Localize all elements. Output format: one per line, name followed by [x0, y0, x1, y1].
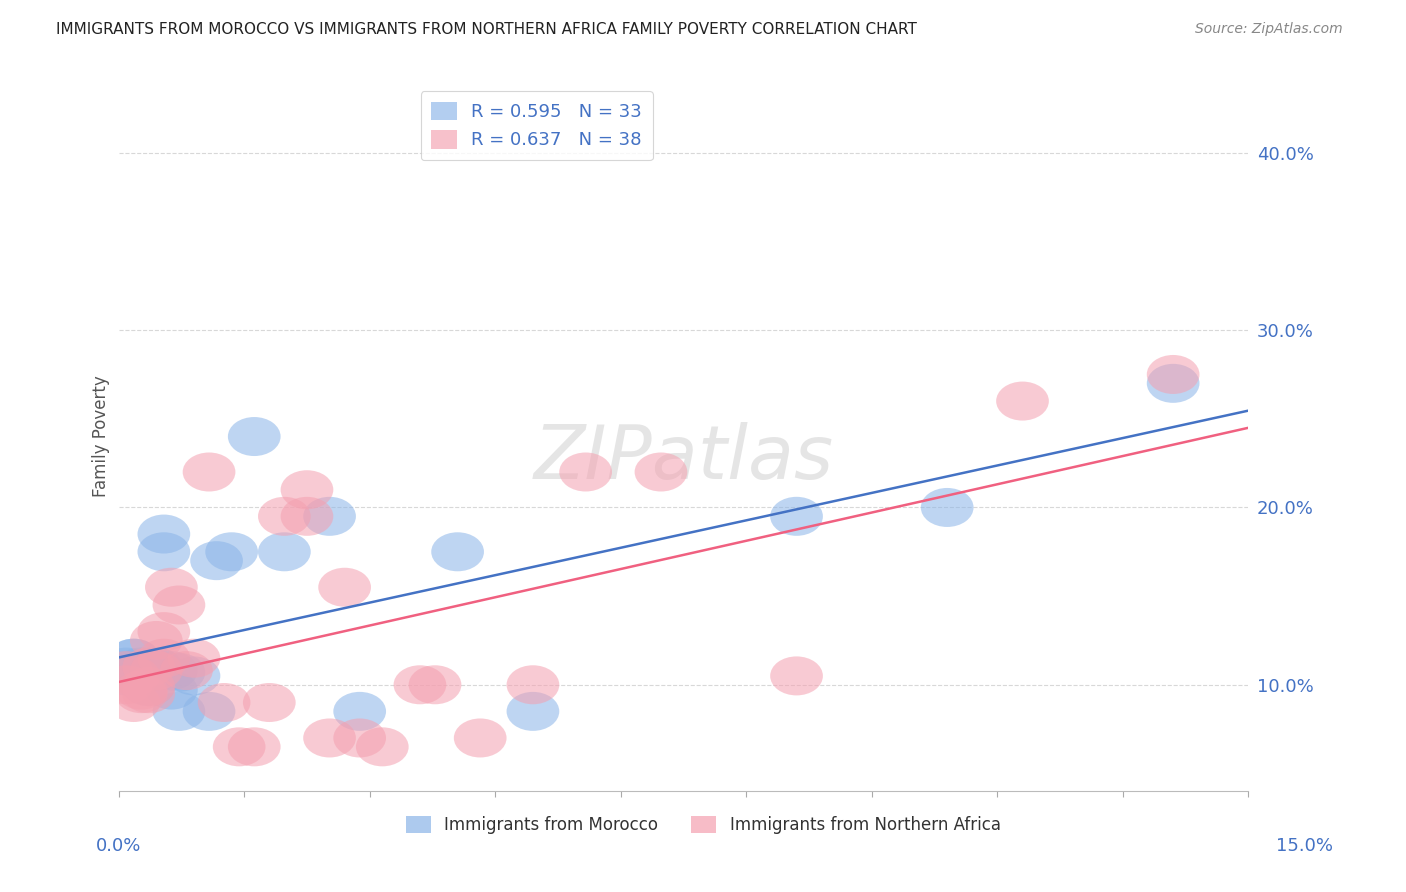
Ellipse shape	[100, 657, 153, 696]
Ellipse shape	[506, 665, 560, 705]
Ellipse shape	[153, 585, 205, 624]
Ellipse shape	[212, 727, 266, 766]
Ellipse shape	[432, 533, 484, 571]
Ellipse shape	[115, 671, 167, 710]
Ellipse shape	[281, 497, 333, 536]
Ellipse shape	[122, 667, 176, 706]
Ellipse shape	[107, 651, 160, 690]
Ellipse shape	[356, 727, 409, 766]
Ellipse shape	[107, 683, 160, 722]
Ellipse shape	[160, 651, 212, 690]
Ellipse shape	[115, 651, 167, 690]
Ellipse shape	[183, 692, 235, 731]
Ellipse shape	[122, 651, 176, 690]
Ellipse shape	[259, 533, 311, 571]
Ellipse shape	[100, 665, 153, 705]
Ellipse shape	[259, 497, 311, 536]
Ellipse shape	[394, 665, 446, 705]
Ellipse shape	[281, 470, 333, 509]
Ellipse shape	[454, 718, 506, 757]
Ellipse shape	[243, 683, 295, 722]
Ellipse shape	[153, 653, 205, 692]
Ellipse shape	[995, 382, 1049, 420]
Ellipse shape	[167, 639, 221, 678]
Text: 15.0%: 15.0%	[1275, 837, 1333, 855]
Ellipse shape	[100, 651, 153, 690]
Ellipse shape	[129, 621, 183, 660]
Ellipse shape	[333, 692, 387, 731]
Legend: R = 0.595   N = 33, R = 0.637   N = 38: R = 0.595 N = 33, R = 0.637 N = 38	[420, 91, 652, 161]
Ellipse shape	[634, 452, 688, 491]
Ellipse shape	[122, 648, 176, 687]
Ellipse shape	[153, 692, 205, 731]
Ellipse shape	[145, 671, 198, 710]
Ellipse shape	[122, 674, 176, 713]
Ellipse shape	[921, 488, 973, 527]
Text: ZIPatlas: ZIPatlas	[533, 422, 834, 494]
Ellipse shape	[100, 651, 153, 690]
Ellipse shape	[145, 651, 198, 690]
Ellipse shape	[115, 648, 167, 687]
Ellipse shape	[183, 452, 235, 491]
Ellipse shape	[333, 718, 387, 757]
Ellipse shape	[770, 657, 823, 696]
Ellipse shape	[129, 651, 183, 690]
Ellipse shape	[129, 648, 183, 687]
Ellipse shape	[115, 674, 167, 713]
Ellipse shape	[318, 567, 371, 607]
Ellipse shape	[560, 452, 612, 491]
Ellipse shape	[145, 567, 198, 607]
Ellipse shape	[198, 683, 250, 722]
Ellipse shape	[115, 653, 167, 692]
Ellipse shape	[129, 648, 183, 687]
Ellipse shape	[138, 515, 190, 554]
Ellipse shape	[129, 651, 183, 690]
Ellipse shape	[228, 417, 281, 456]
Ellipse shape	[100, 648, 153, 687]
Text: 0.0%: 0.0%	[96, 837, 141, 855]
Ellipse shape	[190, 541, 243, 580]
Ellipse shape	[506, 692, 560, 731]
Ellipse shape	[167, 657, 221, 696]
Text: Source: ZipAtlas.com: Source: ZipAtlas.com	[1195, 22, 1343, 37]
Ellipse shape	[1147, 364, 1199, 403]
Ellipse shape	[1147, 355, 1199, 394]
Ellipse shape	[138, 533, 190, 571]
Ellipse shape	[107, 639, 160, 678]
Ellipse shape	[138, 639, 190, 678]
Y-axis label: Family Poverty: Family Poverty	[93, 376, 110, 498]
Ellipse shape	[122, 667, 176, 706]
Ellipse shape	[107, 657, 160, 696]
Legend: Immigrants from Morocco, Immigrants from Northern Africa: Immigrants from Morocco, Immigrants from…	[399, 809, 1007, 841]
Ellipse shape	[107, 639, 160, 678]
Ellipse shape	[409, 665, 461, 705]
Ellipse shape	[205, 533, 259, 571]
Ellipse shape	[770, 497, 823, 536]
Ellipse shape	[304, 497, 356, 536]
Ellipse shape	[228, 727, 281, 766]
Ellipse shape	[138, 612, 190, 651]
Ellipse shape	[304, 718, 356, 757]
Text: IMMIGRANTS FROM MOROCCO VS IMMIGRANTS FROM NORTHERN AFRICA FAMILY POVERTY CORREL: IMMIGRANTS FROM MOROCCO VS IMMIGRANTS FR…	[56, 22, 917, 37]
